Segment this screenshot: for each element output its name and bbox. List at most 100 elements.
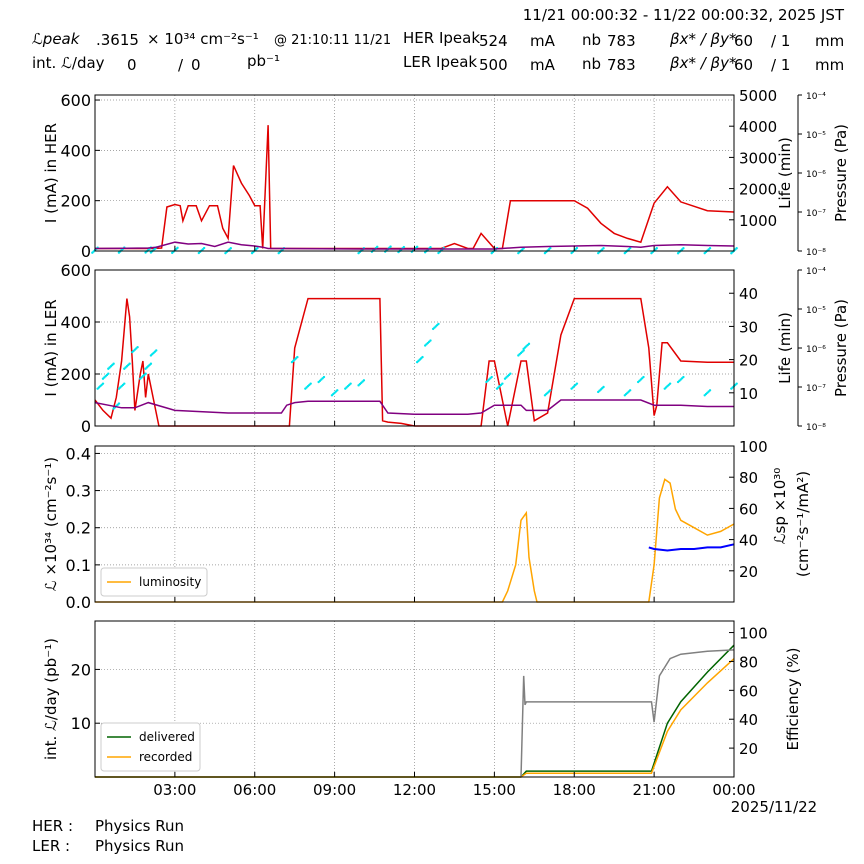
life-point: [708, 246, 712, 250]
intl-unit: pb⁻¹: [247, 52, 280, 70]
life-point: [628, 389, 632, 392]
y2-axis-label-unit: (cm⁻²s⁻¹/mA²): [794, 471, 812, 577]
pressure-tick-label: 10⁻⁸: [806, 248, 826, 258]
life-point: [735, 247, 738, 250]
her-peak-label: HER Ipeak: [403, 29, 480, 47]
pressure-axis-label: Pressure (Pa): [832, 124, 850, 222]
life-point: [549, 246, 552, 250]
y2-tick-label: 10: [739, 385, 758, 403]
life-point: [575, 246, 579, 250]
lpeak-time: @ 21:10:11 11/21: [274, 33, 392, 48]
y2-tick-label: 100: [739, 438, 768, 456]
life-point: [309, 382, 312, 385]
y-axis-label: I (mA) in HER: [42, 123, 60, 223]
life-point: [602, 385, 605, 389]
ler-status: Physics Run: [95, 837, 185, 855]
chart-ler: [94, 269, 802, 427]
x-tick-label: 03:00: [153, 781, 196, 799]
y-tick-label: 0.4: [66, 444, 91, 463]
her-beta-x: 60: [734, 32, 754, 50]
y2-tick-label: 20: [739, 563, 758, 581]
life-point: [362, 379, 366, 382]
life-point: [501, 382, 504, 385]
life-point: [136, 345, 139, 349]
life-point: [336, 389, 339, 392]
pressure-tick-label: 10⁻⁵: [806, 306, 826, 316]
life-point: [415, 245, 419, 248]
life-point: [429, 246, 432, 249]
life-point: [628, 246, 632, 250]
y2-tick-label: 40: [739, 711, 758, 729]
life-point: [708, 389, 712, 392]
her-nb-label: nb: [582, 31, 602, 49]
ler-beta-label: βx* / βy*: [670, 54, 737, 72]
luminosity-line: [95, 478, 735, 603]
her-beta-unit: mm: [815, 32, 845, 50]
life-point: [668, 382, 672, 385]
life-point: [402, 245, 406, 249]
life-point: [682, 375, 685, 379]
intl-separator: /: [178, 56, 184, 74]
y-tick-label: 200: [60, 365, 91, 384]
pressure-line: [94, 241, 735, 250]
life-point: [256, 246, 259, 250]
life-point: [128, 362, 131, 365]
lpeak-value: .3615: [96, 31, 139, 49]
lpeak-label: ℒpeak: [32, 30, 80, 48]
y2-tick-label: 1000: [739, 212, 777, 230]
x-tick-label: 21:00: [633, 781, 676, 799]
y-tick-label: 600: [60, 91, 91, 110]
y-tick-label: 0.0: [66, 593, 91, 612]
y2-tick-label: 30: [739, 318, 758, 336]
legend-label-recorded: recorded: [139, 750, 192, 764]
y2-tick-label: 80: [739, 469, 758, 487]
legend: [100, 567, 208, 597]
life-point: [112, 362, 115, 365]
pressure-tick-label: 10⁻⁶: [806, 345, 826, 355]
x-tick-label: 15:00: [473, 781, 516, 799]
life-point: [176, 246, 179, 250]
legend-label-delivered: delivered: [139, 730, 195, 744]
y-axis-label: ℒ ×10³⁴ (cm⁻²s⁻¹): [42, 457, 60, 591]
ler-peak-label: LER Ipeak: [403, 53, 478, 71]
life-point: [421, 355, 424, 359]
intl-value-delivered: 0: [127, 56, 137, 74]
y2-tick-label: 3000: [739, 149, 777, 167]
life-point: [527, 342, 531, 346]
pressure-tick-label: 10⁻⁷: [806, 209, 826, 219]
y2-axis-label: Life (min): [776, 312, 794, 384]
life-point: [149, 362, 153, 365]
ler-beta-y: / 1: [771, 56, 791, 74]
life-point: [735, 382, 738, 385]
ler-peak-current: 500: [479, 56, 508, 74]
life-point: [376, 245, 379, 248]
life-point: [389, 245, 392, 248]
life-point: [429, 339, 432, 342]
life-point: [549, 389, 552, 392]
her-peak-current: 524: [479, 32, 508, 50]
her-peak-unit: mA: [530, 32, 555, 50]
y2-tick-label: 2000: [739, 181, 777, 199]
pressure-tick-label: 10⁻⁴: [806, 267, 826, 277]
life-point: [655, 246, 658, 250]
pressure-tick-label: 10⁻⁵: [806, 131, 826, 141]
y-tick-label: 600: [60, 261, 91, 280]
life-point: [202, 246, 206, 250]
time-range: 11/21 00:00:32 - 11/22 00:00:32, 2025 JS…: [522, 6, 844, 24]
pressure-tick-label: 10⁻⁷: [806, 384, 826, 394]
y2-axis-label: Life (min): [776, 137, 794, 209]
ler-nb-label: nb: [582, 55, 602, 73]
life-point: [682, 247, 685, 250]
pressure-tick-label: 10⁻⁸: [806, 423, 826, 433]
y2-axis-label: ℒsp ×10³⁰: [771, 468, 789, 545]
ler-peak-unit: mA: [530, 56, 555, 74]
life-point: [123, 382, 126, 385]
life-point: [642, 375, 645, 379]
y-tick-label: 0.3: [66, 482, 91, 501]
y2-tick-label: 5000: [739, 87, 777, 105]
y-tick-label: 200: [60, 192, 91, 211]
y-tick-label: 10: [71, 714, 91, 733]
life-point: [575, 382, 579, 385]
life-point: [349, 382, 352, 385]
